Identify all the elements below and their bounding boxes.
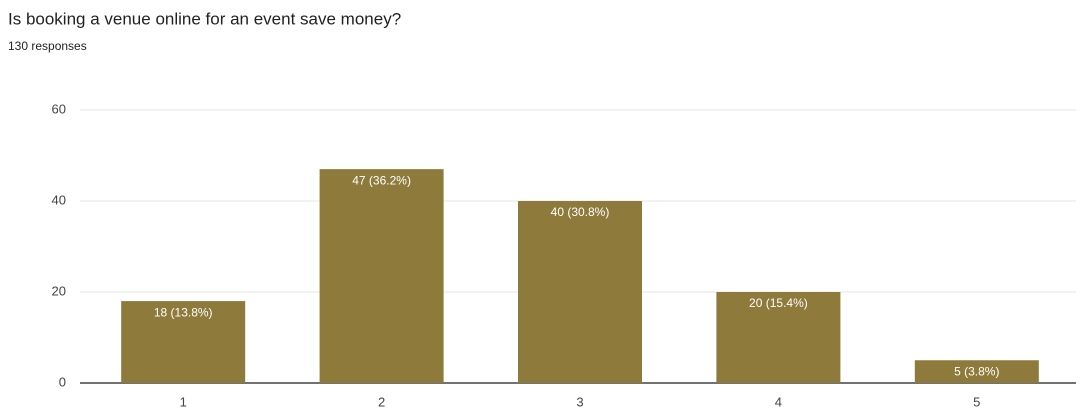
- bar: [716, 292, 841, 383]
- x-tick-label: 3: [576, 394, 583, 409]
- chart-subtitle: 130 responses: [8, 39, 87, 53]
- y-tick-label: 60: [52, 101, 66, 116]
- data-label: 47 (36.2%): [352, 173, 411, 187]
- bar: [319, 169, 444, 383]
- data-label: 40 (30.8%): [551, 205, 610, 219]
- x-tick-label: 2: [378, 394, 385, 409]
- bar: [121, 301, 246, 383]
- y-tick-label: 40: [52, 192, 66, 207]
- bar: [914, 360, 1039, 383]
- y-tick-label: 0: [59, 374, 66, 389]
- x-tick-label: 4: [775, 394, 782, 409]
- data-label: 5 (3.8%): [954, 364, 999, 378]
- data-label: 20 (15.4%): [749, 296, 808, 310]
- x-tick-label: 1: [180, 394, 187, 409]
- data-label: 18 (13.8%): [154, 305, 213, 319]
- y-tick-label: 20: [52, 283, 66, 298]
- bar: [518, 201, 642, 383]
- chart-title: Is booking a venue online for an event s…: [8, 9, 401, 28]
- x-tick-label: 5: [973, 394, 980, 409]
